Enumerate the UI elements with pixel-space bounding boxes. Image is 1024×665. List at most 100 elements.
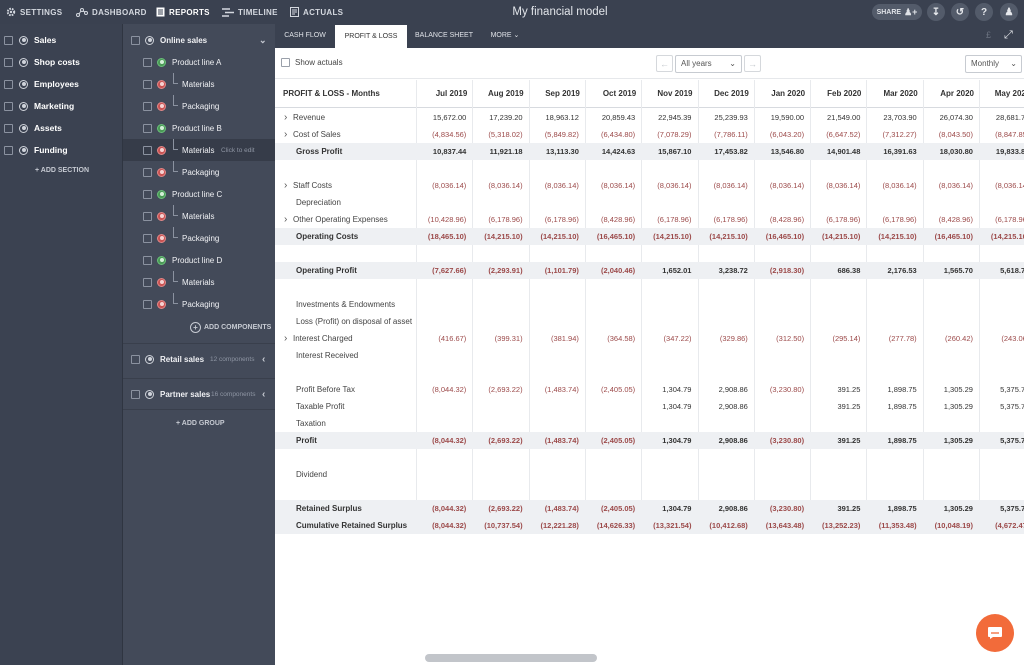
table-cell[interactable]: 10,837.44 <box>432 147 467 156</box>
table-cell[interactable]: 1,304.79 <box>662 385 692 394</box>
chat-button[interactable] <box>976 614 1014 652</box>
table-cell[interactable]: (3,230.80) <box>769 436 805 445</box>
table-cell[interactable]: (6,178.96) <box>826 215 861 224</box>
table-cell[interactable]: 391.25 <box>837 402 861 411</box>
row-checkbox[interactable] <box>143 167 152 177</box>
table-cell[interactable]: (6,178.96) <box>713 215 748 224</box>
table-cell[interactable]: 5,618.78 <box>1000 266 1024 275</box>
table-cell[interactable]: 1,898.75 <box>887 504 917 513</box>
table-cell[interactable]: (6,178.96) <box>488 215 523 224</box>
row-checkbox[interactable] <box>143 57 152 67</box>
table-cell[interactable]: (8,428.96) <box>938 215 973 224</box>
table-cell[interactable]: (10,048.19) <box>934 521 973 530</box>
row-checkbox[interactable] <box>143 79 152 89</box>
table-cell[interactable]: 1,305.29 <box>943 402 973 411</box>
expand-chevron-icon[interactable]: › <box>284 180 288 191</box>
table-cell[interactable]: (7,627.66) <box>432 266 467 275</box>
table-cell[interactable]: (8,847.85) <box>995 130 1024 139</box>
add-components-button[interactable]: + ADD COMPONENTS <box>190 322 271 333</box>
table-cell[interactable]: 391.25 <box>837 504 861 513</box>
group-checkbox[interactable] <box>131 354 140 364</box>
table-cell[interactable]: (347.22) <box>663 334 692 343</box>
expand-chevron-icon[interactable]: › <box>284 333 288 344</box>
table-cell[interactable]: 19,590.00 <box>770 113 805 122</box>
table-cell[interactable]: (6,178.96) <box>882 215 917 224</box>
table-cell[interactable]: (1,483.74) <box>544 436 579 445</box>
table-cell[interactable]: 14,424.63 <box>601 147 636 156</box>
section-checkbox[interactable] <box>4 145 13 155</box>
tab-cash-flow[interactable]: CASH FLOW <box>284 32 326 39</box>
table-cell[interactable]: 25,239.93 <box>714 113 748 122</box>
table-cell[interactable]: 1,652.01 <box>662 266 692 275</box>
expand-chevron-icon[interactable]: › <box>284 214 288 225</box>
table-cell[interactable]: (8,036.14) <box>713 181 748 190</box>
chevron-left-icon[interactable]: ‹ <box>262 388 266 400</box>
table-cell[interactable]: 1,305.29 <box>943 385 973 394</box>
table-cell[interactable]: (277.78) <box>888 334 917 343</box>
table-cell[interactable]: (6,434.80) <box>600 130 636 139</box>
table-cell[interactable]: (8,036.14) <box>600 181 636 190</box>
row-checkbox[interactable] <box>143 211 152 221</box>
table-cell[interactable]: 19,833.88 <box>995 147 1024 156</box>
table-cell[interactable]: (6,178.96) <box>995 215 1024 224</box>
table-cell[interactable]: (13,321.54) <box>653 521 692 530</box>
table-cell[interactable]: 13,113.30 <box>545 147 579 156</box>
table-cell[interactable]: (2,918.30) <box>769 266 805 275</box>
add-section-button[interactable]: + ADD SECTION <box>35 167 89 174</box>
year-range-select[interactable]: All years ⌄ <box>675 55 742 73</box>
table-cell[interactable]: (2,040.46) <box>600 266 636 275</box>
row-label[interactable]: Interest Charged <box>293 334 353 343</box>
row-label[interactable]: Other Operating Expenses <box>293 215 388 224</box>
table-cell[interactable]: 391.25 <box>837 436 861 445</box>
table-cell[interactable]: (5,318.02) <box>488 130 523 139</box>
table-cell[interactable]: 2,908.86 <box>718 436 748 445</box>
table-cell[interactable]: (3,230.80) <box>769 385 805 394</box>
table-cell[interactable]: (8,036.14) <box>769 181 805 190</box>
table-cell[interactable]: (7,078.29) <box>657 130 692 139</box>
table-cell[interactable]: (6,178.96) <box>544 215 579 224</box>
table-cell[interactable]: 17,453.82 <box>714 147 748 156</box>
table-cell[interactable]: (8,043.50) <box>938 130 973 139</box>
table-cell[interactable]: (2,693.22) <box>488 504 523 513</box>
table-cell[interactable]: 1,898.75 <box>887 402 917 411</box>
table-cell[interactable]: (7,312.27) <box>882 130 917 139</box>
section-checkbox[interactable] <box>4 79 13 89</box>
table-cell[interactable]: (14,215.10) <box>540 232 579 241</box>
table-cell[interactable]: (8,044.32) <box>432 504 467 513</box>
table-cell[interactable]: 17,239.20 <box>489 113 523 122</box>
table-cell[interactable]: 2,908.86 <box>718 504 748 513</box>
table-cell[interactable]: (2,293.91) <box>488 266 523 275</box>
table-cell[interactable]: (8,036.14) <box>432 181 467 190</box>
table-cell[interactable]: (6,178.96) <box>657 215 692 224</box>
table-cell[interactable]: 5,375.72 <box>1000 504 1024 513</box>
table-cell[interactable]: 2,908.86 <box>718 402 748 411</box>
section-checkbox[interactable] <box>4 123 13 133</box>
table-cell[interactable]: (8,036.14) <box>488 181 523 190</box>
table-cell[interactable]: (329.86) <box>719 334 748 343</box>
component-row[interactable]: Product line C <box>123 183 276 205</box>
group-checkbox[interactable] <box>131 389 140 399</box>
table-cell[interactable]: (3,230.80) <box>769 504 805 513</box>
table-cell[interactable]: 18,030.80 <box>939 147 973 156</box>
component-row[interactable]: Product line D <box>123 249 276 271</box>
table-cell[interactable]: (14,215.10) <box>653 232 692 241</box>
table-cell[interactable]: 16,391.63 <box>883 147 917 156</box>
table-cell[interactable]: (1,483.74) <box>544 385 579 394</box>
row-label[interactable]: Cost of Sales <box>293 130 341 139</box>
table-cell[interactable]: (2,405.05) <box>600 385 636 394</box>
table-cell[interactable]: 1,565.70 <box>943 266 973 275</box>
table-cell[interactable]: 1,304.79 <box>662 402 692 411</box>
table-cell[interactable]: 1,305.29 <box>943 436 973 445</box>
table-cell[interactable]: (1,101.79) <box>544 266 579 275</box>
table-cell[interactable]: (399.31) <box>494 334 523 343</box>
section-marketing[interactable]: Marketing <box>0 95 122 117</box>
chevron-down-icon[interactable]: ⌄ <box>259 34 267 45</box>
table-cell[interactable]: (12,221.28) <box>540 521 579 530</box>
section-checkbox[interactable] <box>4 35 13 45</box>
nav-settings[interactable]: SETTINGS <box>6 0 62 24</box>
account-button[interactable]: ♟ <box>1000 3 1018 21</box>
row-checkbox[interactable] <box>143 101 152 111</box>
table-cell[interactable]: (14,215.10) <box>990 232 1024 241</box>
section-checkbox[interactable] <box>4 57 13 67</box>
table-cell[interactable]: 1,898.75 <box>887 436 917 445</box>
